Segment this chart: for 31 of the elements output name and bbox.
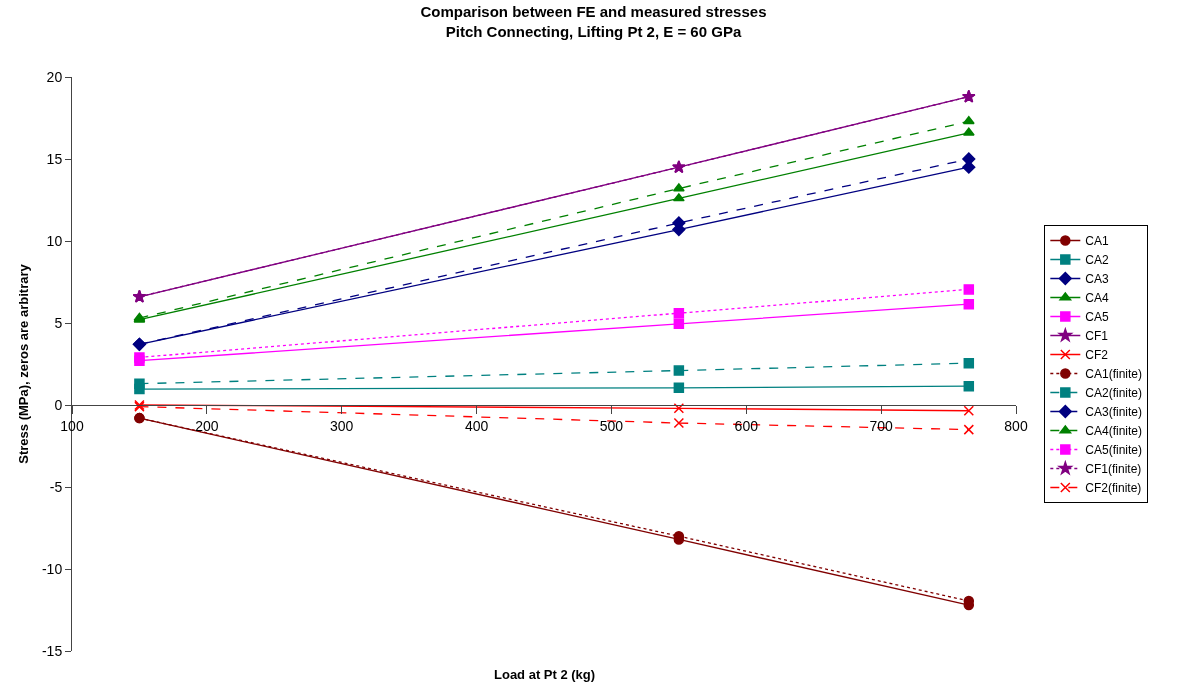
x-tick-label: 400 — [464, 417, 489, 434]
y-tick-label: -15 — [41, 642, 63, 659]
legend-label: CA1(finite) — [1085, 367, 1143, 382]
y-tick-label: -10 — [41, 560, 63, 577]
legend-label: CA2 — [1085, 253, 1109, 268]
x-tick-label: 200 — [195, 417, 219, 434]
y-tick-label: 10 — [46, 232, 63, 249]
legend-label: CF2(finite) — [1085, 481, 1142, 496]
legend-label: CA3 — [1085, 272, 1109, 287]
legend-label: CA2(finite) — [1085, 386, 1143, 401]
legend-label: CA5 — [1085, 310, 1109, 325]
legend-label: CF1 — [1085, 329, 1109, 344]
legend-label: CF1(finite) — [1085, 462, 1142, 477]
y-tick-label: -5 — [49, 478, 63, 495]
x-tick-label: 700 — [869, 417, 894, 434]
legend-label: CA4(finite) — [1085, 424, 1143, 439]
x-tick-label: 300 — [330, 417, 354, 434]
chart-title: Comparison between FE and measured stresses Pitch Connecting, Lifting Pt 2, E = 60 GPa — [420, 3, 767, 40]
x-tick-label: 800 — [1004, 417, 1028, 434]
legend-label: CF2 — [1085, 348, 1109, 363]
y-tick-label: 0 — [54, 396, 63, 413]
x-tick-label: 500 — [599, 417, 624, 434]
y-tick-label: 20 — [46, 68, 63, 85]
legend-label: CA1 — [1085, 234, 1109, 249]
y-axis-title: Stress (MPa), zeros are arbitrary — [15, 263, 31, 464]
legend-label: CA5(finite) — [1085, 443, 1143, 458]
legend-label: CA4 — [1085, 291, 1109, 306]
y-tick-label: 5 — [54, 314, 63, 331]
y-tick-label: 15 — [46, 150, 63, 167]
x-axis-title: Load at Pt 2 (kg) — [494, 667, 596, 682]
legend-label: CA3(finite) — [1085, 405, 1143, 420]
